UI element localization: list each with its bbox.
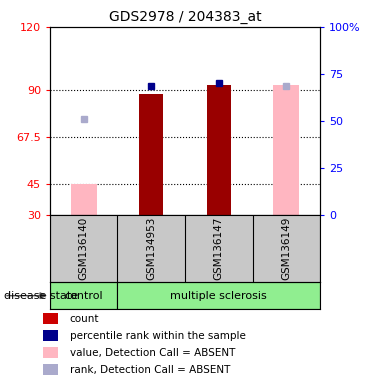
Text: GSM136147: GSM136147 <box>214 217 224 280</box>
Text: GSM134953: GSM134953 <box>146 217 156 280</box>
Bar <box>50 282 118 309</box>
Bar <box>43 330 58 341</box>
Text: percentile rank within the sample: percentile rank within the sample <box>70 331 245 341</box>
Bar <box>207 85 231 215</box>
Bar <box>273 85 299 215</box>
Bar <box>118 282 320 309</box>
Title: GDS2978 / 204383_at: GDS2978 / 204383_at <box>109 10 261 25</box>
Text: control: control <box>64 291 103 301</box>
Bar <box>43 347 58 358</box>
Text: disease state: disease state <box>4 291 78 301</box>
Text: rank, Detection Call = ABSENT: rank, Detection Call = ABSENT <box>70 365 230 375</box>
Bar <box>43 364 58 376</box>
Text: GSM136149: GSM136149 <box>281 217 291 280</box>
Text: value, Detection Call = ABSENT: value, Detection Call = ABSENT <box>70 348 235 358</box>
Text: count: count <box>70 314 99 324</box>
Text: GSM136140: GSM136140 <box>79 217 89 280</box>
Bar <box>71 184 97 215</box>
Bar <box>139 94 163 215</box>
Text: multiple sclerosis: multiple sclerosis <box>171 291 267 301</box>
Bar <box>43 313 58 324</box>
